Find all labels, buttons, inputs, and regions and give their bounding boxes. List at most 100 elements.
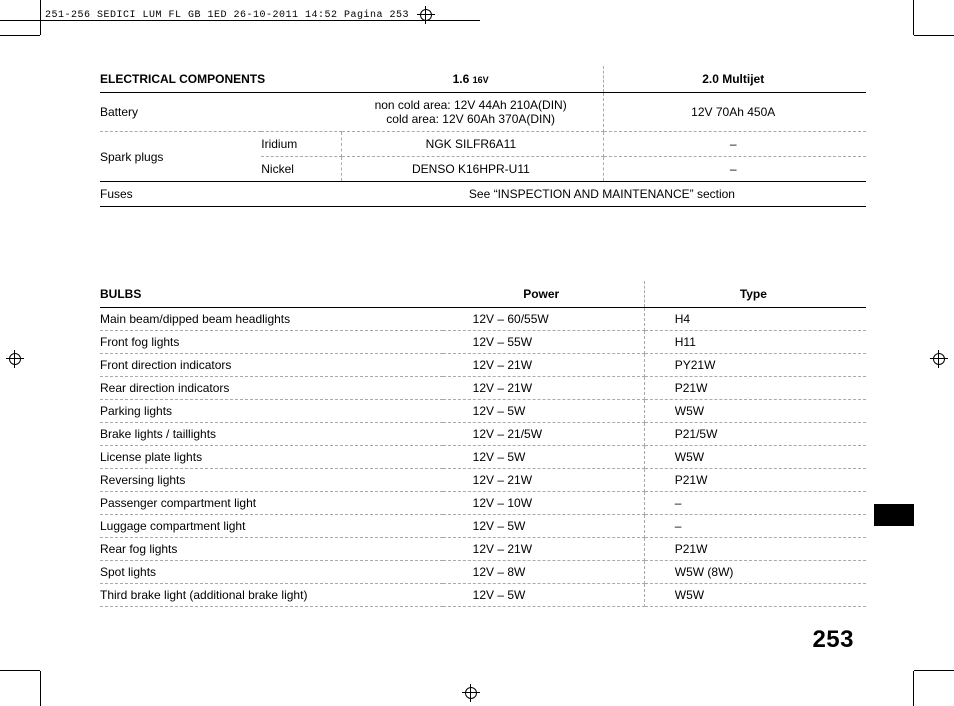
table-row: Front fog lights12V – 55WH11 xyxy=(100,331,866,354)
cell-power: 12V – 21W xyxy=(443,469,645,492)
cell-type: – xyxy=(644,492,866,515)
row-label: Spot lights xyxy=(100,561,443,584)
row-label: Parking lights xyxy=(100,400,443,423)
crop-mark xyxy=(0,670,40,671)
cell: – xyxy=(604,157,866,182)
crop-mark xyxy=(40,671,41,706)
cell: – xyxy=(604,132,866,157)
table-row: Brake lights / taillights12V – 21/5WP21/… xyxy=(100,423,866,446)
cell-power: 12V – 5W xyxy=(443,584,645,607)
cell-type: H4 xyxy=(644,308,866,331)
cell-power: 12V – 8W xyxy=(443,561,645,584)
cell-power: 12V – 5W xyxy=(443,400,645,423)
cell-power: 12V – 5W xyxy=(443,515,645,538)
table-row: Reversing lights12V – 21WP21W xyxy=(100,469,866,492)
bulbs-section: BULBS Power Type Main beam/dipped beam h… xyxy=(100,281,866,607)
cell-type: W5W xyxy=(644,446,866,469)
table-row: Battery non cold area: 12V 44Ah 210A(DIN… xyxy=(100,93,866,132)
bulbs-table: BULBS Power Type Main beam/dipped beam h… xyxy=(100,281,866,607)
crop-mark xyxy=(914,670,954,671)
cell-type: W5W xyxy=(644,584,866,607)
page-number: 253 xyxy=(812,626,854,654)
cell-type: W5W xyxy=(644,400,866,423)
cell: See “INSPECTION AND MAINTENANCE” section xyxy=(342,182,866,207)
content-area: ELECTRICAL COMPONENTS 1.6 16V 2.0 Multij… xyxy=(100,66,866,607)
col1-main: 1.6 xyxy=(453,72,470,86)
cell-power: 12V – 60/55W xyxy=(443,308,645,331)
row-label: Battery xyxy=(100,93,342,132)
row-label: Front direction indicators xyxy=(100,354,443,377)
col-header: Power xyxy=(443,281,645,308)
cell: NGK SILFR6A11 xyxy=(342,132,604,157)
row-label: License plate lights xyxy=(100,446,443,469)
table-row: Front direction indicators12V – 21WPY21W xyxy=(100,354,866,377)
table-row: Third brake light (additional brake ligh… xyxy=(100,584,866,607)
bulbs-title: BULBS xyxy=(100,281,443,308)
crop-mark xyxy=(0,35,40,36)
cell: non cold area: 12V 44Ah 210A(DIN) cold a… xyxy=(342,93,604,132)
cell-type: H11 xyxy=(644,331,866,354)
crop-mark xyxy=(914,35,954,36)
row-label: Front fog lights xyxy=(100,331,443,354)
table-row: Luggage compartment light12V – 5W– xyxy=(100,515,866,538)
table-row: Main beam/dipped beam headlights12V – 60… xyxy=(100,308,866,331)
row-label: Fuses xyxy=(100,182,342,207)
cell-type: – xyxy=(644,515,866,538)
row-label: Rear fog lights xyxy=(100,538,443,561)
row-label: Spark plugs xyxy=(100,132,261,182)
table-row: Passenger compartment light12V – 10W– xyxy=(100,492,866,515)
cell-power: 12V – 10W xyxy=(443,492,645,515)
cell-type: W5W (8W) xyxy=(644,561,866,584)
crop-mark xyxy=(40,0,41,35)
header-text: 251-256 SEDICI LUM FL GB 1ED 26-10-2011 … xyxy=(45,10,409,21)
table-row: Rear fog lights12V – 21WP21W xyxy=(100,538,866,561)
cell-line: non cold area: 12V 44Ah 210A(DIN) xyxy=(375,98,567,112)
cell: DENSO K16HPR-U11 xyxy=(342,157,604,182)
cell-power: 12V – 21W xyxy=(443,377,645,400)
cell-line: cold area: 12V 60Ah 370A(DIN) xyxy=(386,112,555,126)
table-row: Spot lights12V – 8WW5W (8W) xyxy=(100,561,866,584)
cell-type: P21/5W xyxy=(644,423,866,446)
registration-mark-icon xyxy=(417,6,435,24)
cell-type: PY21W xyxy=(644,354,866,377)
crop-mark xyxy=(913,671,914,706)
section-tab xyxy=(874,504,914,526)
cell: 12V 70Ah 450A xyxy=(604,93,866,132)
cell-type: P21W xyxy=(644,469,866,492)
crop-mark xyxy=(913,0,914,35)
cell-power: 12V – 21/5W xyxy=(443,423,645,446)
row-label: Reversing lights xyxy=(100,469,443,492)
col-header: 1.6 16V xyxy=(342,66,604,93)
row-label: Passenger compartment light xyxy=(100,492,443,515)
col-header: Type xyxy=(644,281,866,308)
col1-sup: 16V xyxy=(473,75,489,85)
row-label: Rear direction indicators xyxy=(100,377,443,400)
cell-power: 12V – 21W xyxy=(443,538,645,561)
electrical-components-table: ELECTRICAL COMPONENTS 1.6 16V 2.0 Multij… xyxy=(100,66,866,207)
electrical-title: ELECTRICAL COMPONENTS xyxy=(100,66,342,93)
cell-power: 12V – 21W xyxy=(443,354,645,377)
col-header: 2.0 Multijet xyxy=(604,66,866,93)
cell-type: P21W xyxy=(644,538,866,561)
row-label: Luggage compartment light xyxy=(100,515,443,538)
registration-mark-icon xyxy=(930,350,948,368)
table-row: Fuses See “INSPECTION AND MAINTENANCE” s… xyxy=(100,182,866,207)
table-header-row: ELECTRICAL COMPONENTS 1.6 16V 2.0 Multij… xyxy=(100,66,866,93)
registration-mark-icon xyxy=(6,350,24,368)
table-row: License plate lights12V – 5WW5W xyxy=(100,446,866,469)
page: 251-256 SEDICI LUM FL GB 1ED 26-10-2011 … xyxy=(0,0,954,706)
row-label: Main beam/dipped beam headlights xyxy=(100,308,443,331)
row-label: Third brake light (additional brake ligh… xyxy=(100,584,443,607)
table-row: Parking lights12V – 5WW5W xyxy=(100,400,866,423)
table-row: Rear direction indicators12V – 21WP21W xyxy=(100,377,866,400)
header-file-stamp: 251-256 SEDICI LUM FL GB 1ED 26-10-2011 … xyxy=(45,6,435,24)
cell-power: 12V – 5W xyxy=(443,446,645,469)
table-header-row: BULBS Power Type xyxy=(100,281,866,308)
cell-power: 12V – 55W xyxy=(443,331,645,354)
sub-label: Nickel xyxy=(261,157,342,182)
header-underline xyxy=(0,20,480,21)
registration-mark-icon xyxy=(462,684,480,702)
sub-label: Iridium xyxy=(261,132,342,157)
table-row: Spark plugs Iridium NGK SILFR6A11 – xyxy=(100,132,866,157)
row-label: Brake lights / taillights xyxy=(100,423,443,446)
